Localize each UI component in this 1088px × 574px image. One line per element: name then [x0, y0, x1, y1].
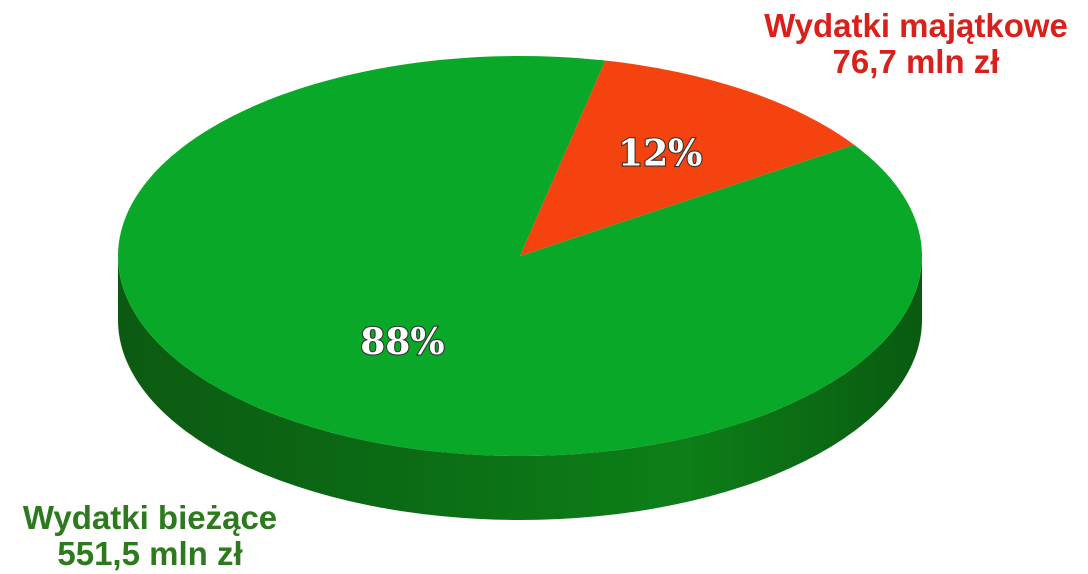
legend-label-wydatki-majatkowe: Wydatki majątkowe 76,7 mln zł — [746, 8, 1086, 80]
percent-label-major: 12% — [618, 132, 702, 174]
percent-labels: 88% 12% — [359, 131, 703, 364]
slice-value-current: 551,5 mln zł — [57, 535, 243, 572]
pie-side-wall — [118, 256, 922, 520]
slice-value-major: 76,7 mln zł — [832, 43, 1000, 80]
slice-name-major: Wydatki majątkowe — [764, 7, 1068, 44]
percent-label-current: 88% — [360, 321, 444, 363]
legend-label-wydatki-biezace: Wydatki bieżące 551,5 mln zł — [0, 500, 300, 572]
pie-slice-wydatki-majatkowe — [520, 60, 855, 257]
slice-name-current: Wydatki bieżące — [22, 499, 278, 536]
pie-top-face — [118, 56, 922, 456]
side-wall-wydatki-biezace — [118, 256, 922, 520]
